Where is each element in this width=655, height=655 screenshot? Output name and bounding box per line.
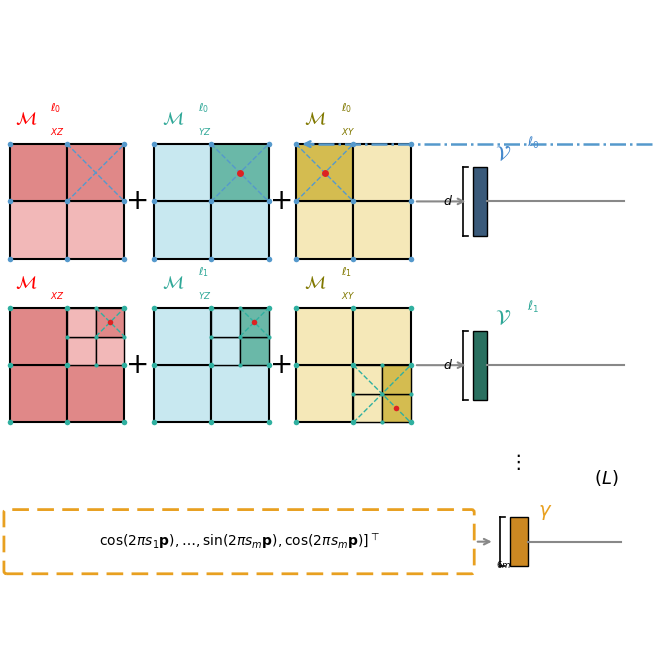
Bar: [67, 144, 124, 202]
Text: $\ell_1$: $\ell_1$: [341, 265, 352, 279]
Bar: [382, 365, 411, 394]
Text: $_{YZ}$: $_{YZ}$: [198, 124, 212, 138]
Text: $\mathcal{V}$: $\mathcal{V}$: [495, 145, 512, 164]
Text: $\ell_0$: $\ell_0$: [527, 136, 539, 151]
Text: $_{XY}$: $_{XY}$: [341, 288, 355, 301]
Bar: [211, 308, 240, 337]
Text: $\cos(2\pi s_1\mathbf{p}),\ldots,\sin(2\pi s_m\mathbf{p}),\cos(2\pi s_m\mathbf{p: $\cos(2\pi s_1\mathbf{p}),\ldots,\sin(2\…: [99, 532, 379, 552]
Bar: [296, 144, 353, 202]
Bar: [10, 202, 67, 259]
Bar: [67, 365, 124, 422]
Bar: [67, 308, 96, 337]
Text: $\ell_0$: $\ell_0$: [50, 102, 62, 115]
Text: $_{XZ}$: $_{XZ}$: [50, 124, 65, 138]
Bar: [382, 394, 411, 422]
Text: +: +: [126, 187, 149, 215]
Bar: [296, 308, 353, 365]
Bar: [67, 308, 124, 365]
Text: $_{XY}$: $_{XY}$: [341, 124, 355, 138]
Text: $\mathcal{V}$: $\mathcal{V}$: [495, 309, 512, 328]
Text: $_{6m}$: $_{6m}$: [496, 558, 512, 571]
Text: $_{XZ}$: $_{XZ}$: [50, 288, 65, 301]
Bar: [10, 308, 67, 365]
Bar: [353, 365, 382, 394]
Text: $\vdots$: $\vdots$: [508, 452, 521, 472]
Text: $\ell_0$: $\ell_0$: [341, 102, 352, 115]
Text: $d$: $d$: [443, 358, 453, 372]
Bar: [353, 308, 411, 365]
Bar: [154, 365, 211, 422]
Text: $\ell_1$: $\ell_1$: [198, 265, 210, 279]
Bar: [211, 202, 269, 259]
Text: $\mathcal{M}$: $\mathcal{M}$: [15, 111, 37, 128]
Bar: [211, 144, 269, 202]
Text: $d$: $d$: [443, 195, 453, 208]
Text: $\mathcal{M}$: $\mathcal{M}$: [304, 274, 326, 292]
Bar: [154, 144, 211, 202]
Bar: [296, 202, 353, 259]
Text: $\gamma$: $\gamma$: [538, 503, 552, 522]
Bar: [353, 365, 411, 422]
Bar: [67, 202, 124, 259]
Bar: [211, 308, 269, 365]
Bar: [353, 144, 411, 202]
FancyBboxPatch shape: [4, 510, 474, 574]
Bar: [240, 308, 269, 337]
Bar: [510, 517, 528, 566]
Text: $(L)$: $(L)$: [593, 468, 618, 488]
Bar: [473, 331, 487, 400]
Bar: [296, 365, 353, 422]
Text: $\ell_0$: $\ell_0$: [198, 102, 210, 115]
Bar: [353, 394, 382, 422]
Bar: [10, 144, 67, 202]
Bar: [473, 167, 487, 236]
Bar: [96, 337, 124, 365]
Text: +: +: [270, 187, 293, 215]
Bar: [10, 365, 67, 422]
Text: $\mathcal{M}$: $\mathcal{M}$: [162, 274, 184, 292]
Bar: [211, 365, 269, 422]
Bar: [211, 337, 240, 365]
Text: +: +: [126, 351, 149, 379]
Bar: [240, 337, 269, 365]
Bar: [96, 308, 124, 337]
Bar: [154, 308, 211, 365]
Bar: [353, 202, 411, 259]
Text: $\mathcal{M}$: $\mathcal{M}$: [162, 111, 184, 128]
Text: $_{YZ}$: $_{YZ}$: [198, 288, 212, 301]
Bar: [154, 202, 211, 259]
Bar: [67, 337, 96, 365]
Text: $\mathcal{M}$: $\mathcal{M}$: [15, 274, 37, 292]
Text: +: +: [270, 351, 293, 379]
Text: $\mathcal{M}$: $\mathcal{M}$: [304, 111, 326, 128]
Text: $\ell_1$: $\ell_1$: [527, 299, 538, 315]
